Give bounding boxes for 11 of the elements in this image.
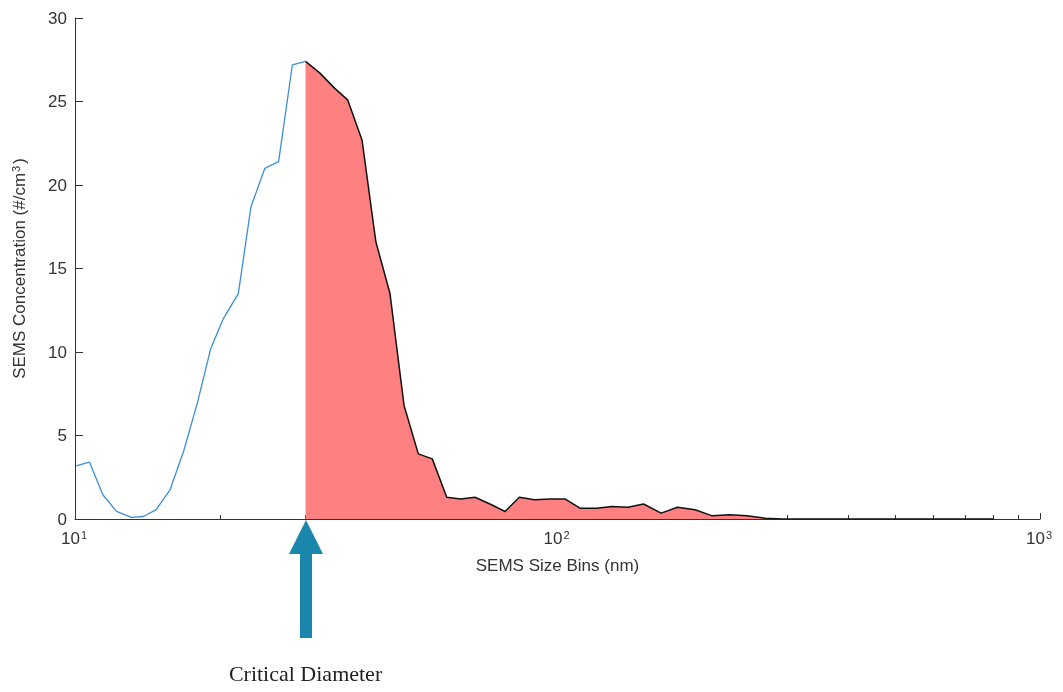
y-tick-label: 20	[48, 175, 67, 195]
text: Critical Diameter	[228, 661, 383, 687]
line-series	[76, 60, 307, 518]
y-tick-label: 5	[57, 426, 67, 445]
y-tick-label: 25	[48, 92, 67, 111]
y-tick-label: 15	[48, 259, 67, 278]
y-tick-label: 0	[57, 509, 67, 529]
x-axis-title: SEMS Size Bins (nm)	[475, 556, 640, 575]
y-tick-label: 10	[48, 342, 67, 362]
y-tick-label: 30	[48, 8, 67, 28]
y-axis-title: SEMS Concentration (#/cm3)	[9, 158, 29, 379]
